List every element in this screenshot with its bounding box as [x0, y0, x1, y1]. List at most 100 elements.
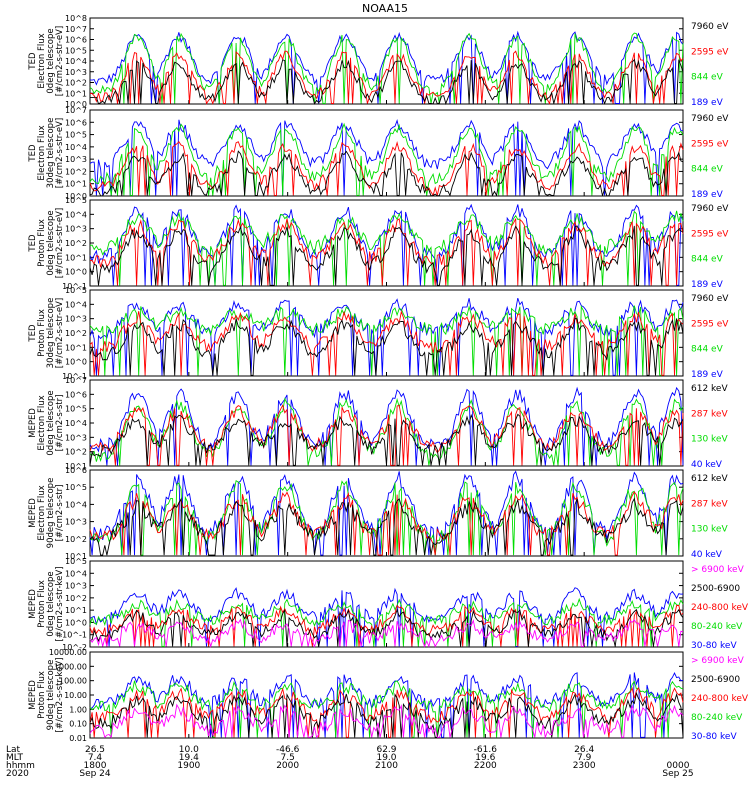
y-tick-label: 10^3 — [65, 582, 87, 591]
series-blue — [89, 203, 684, 286]
legend-entry: > 6900 keV — [691, 656, 745, 666]
legend-entry: 612 keV — [691, 384, 728, 394]
y-axis-label: 30deg telescope — [46, 298, 56, 369]
y-tick-label: 10^4 — [65, 569, 87, 578]
y-tick-label: 10^-1 — [62, 631, 87, 640]
footer-value-hhmm: 1900 — [177, 761, 200, 771]
series-red — [90, 218, 684, 286]
y-tick-label: 10^5 — [65, 46, 87, 55]
y-tick-label: 10^0 — [65, 618, 87, 627]
y-axis-label: MEPED — [28, 589, 38, 619]
panel-4: 10^-1 10^0 10^1 10^2 10^3 10^4 10^5 TED Proton F… — [28, 286, 729, 381]
series-black — [89, 413, 684, 466]
series-green — [89, 122, 684, 196]
y-tick-label: 10^4 — [65, 210, 87, 219]
y-tick-label: 10^5 — [65, 405, 87, 414]
series-black — [89, 608, 684, 647]
y-axis-label: [#/cm2-s-str-eV] — [55, 208, 65, 278]
y-axis-label: 0deg telescope — [46, 210, 56, 275]
legend-entry: 844 eV — [691, 165, 724, 175]
y-tick-label: 10^3 — [65, 518, 87, 527]
y-tick-label: 10^3 — [65, 433, 87, 442]
legend-entry: 287 keV — [691, 409, 728, 419]
y-axis-label: Proton Flux — [37, 309, 47, 357]
y-tick-label: 10^4 — [65, 57, 87, 66]
y-tick-label: 1000.00 — [54, 662, 87, 671]
y-tick-label: 10^5 — [65, 557, 87, 566]
y-axis-label: [#/cm2-s-str-eV] — [55, 26, 65, 96]
legend-entry: 844 eV — [691, 345, 724, 355]
legend-entry: 189 eV — [691, 98, 724, 108]
y-tick-label: 10^3 — [65, 315, 87, 324]
panel-frame — [89, 17, 684, 105]
series-black — [89, 150, 684, 197]
y-axis-label: Proton Flux — [37, 219, 47, 267]
y-tick-label: 10^-2 — [62, 643, 87, 652]
series-red — [89, 604, 684, 647]
y-tick-label: 10^2 — [65, 535, 87, 544]
panel-7: 10^-2 10^-1 10^0 10^1 10^2 10^3 10^4 10^5 MEPED P… — [28, 557, 749, 652]
legend-entry: 2500-6900 — [691, 584, 740, 594]
legend-entry: 612 keV — [691, 474, 728, 484]
series-red — [89, 404, 684, 466]
series-black — [90, 58, 684, 105]
y-tick-label: 10^6 — [65, 466, 87, 475]
footer-value-hhmm: 2100 — [375, 761, 398, 771]
y-axis-label: Proton Flux — [37, 671, 47, 719]
legend-entry: 2595 eV — [691, 319, 729, 329]
legend-entry: 80-240 keV — [691, 713, 743, 723]
y-tick-label: 10^6 — [65, 118, 87, 127]
y-tick-label: 10^3 — [65, 68, 87, 77]
y-axis-label: TED — [28, 52, 38, 71]
series-blue — [89, 119, 683, 196]
series-green — [89, 32, 684, 104]
y-axis-label: 90deg telescope — [46, 660, 56, 731]
y-tick-label: 10^3 — [65, 225, 87, 234]
y-tick-label: 10^1 — [65, 89, 87, 98]
y-axis-label: Electron Flux — [37, 125, 47, 180]
y-axis-label: MEPED — [28, 498, 38, 528]
series-green — [89, 479, 684, 556]
series-green — [89, 597, 684, 647]
legend-entry: 130 keV — [691, 525, 728, 535]
y-axis-label: Electron Flux — [37, 485, 47, 540]
y-tick-label: 10000.00 — [49, 648, 87, 657]
footer-value-date: Sep 24 — [79, 769, 111, 779]
footer-row-label: 2020 — [6, 769, 29, 779]
y-tick-label: 10^2 — [65, 167, 87, 176]
series-green — [89, 305, 684, 376]
y-tick-label: 10^1 — [65, 253, 87, 262]
footer-value-lat: 26.5 — [85, 745, 105, 755]
y-tick-label: 10^2 — [65, 79, 87, 88]
legend-entry: 80-240 keV — [691, 622, 743, 632]
y-tick-label: 10^5 — [65, 196, 87, 205]
y-tick-label: 10^1 — [65, 180, 87, 189]
y-axis-label: Proton Flux — [37, 580, 47, 628]
panel-6: 10^1 10^2 10^3 10^4 10^5 10^6 MEPED Electron Fl… — [28, 466, 728, 561]
y-tick-label: 10^8 — [65, 14, 87, 23]
footer-value-mlt: 19.6 — [475, 753, 495, 763]
y-tick-label: 10^-1 — [62, 282, 87, 291]
y-tick-label: 10.00 — [64, 691, 87, 700]
series-green — [89, 680, 684, 738]
legend-entry: 30-80 keV — [691, 641, 737, 651]
legend-entry: > 6900 keV — [691, 565, 745, 575]
legend-entry: 2500-6900 — [691, 675, 740, 685]
y-tick-label: 10^7 — [65, 106, 87, 115]
y-tick-label: 0.10 — [69, 720, 87, 729]
footer-row-label: MLT — [6, 753, 24, 763]
footer-value-hhmm: 1800 — [84, 761, 107, 771]
series-blue — [89, 30, 684, 104]
y-axis-label: TED — [28, 144, 38, 163]
legend-entry: 7960 eV — [691, 294, 729, 304]
panel-3: 10^-1 10^0 10^1 10^2 10^3 10^4 10^5 TED Proton F… — [28, 196, 729, 291]
legend-entry: 7960 eV — [691, 22, 729, 32]
footer-value-hhmm: 2300 — [573, 761, 596, 771]
y-tick-label: 0.01 — [69, 734, 87, 743]
series-black — [89, 225, 684, 286]
footer-value-lat: 62.9 — [376, 745, 396, 755]
series-blue — [89, 587, 684, 647]
y-tick-label: 10^6 — [65, 390, 87, 399]
